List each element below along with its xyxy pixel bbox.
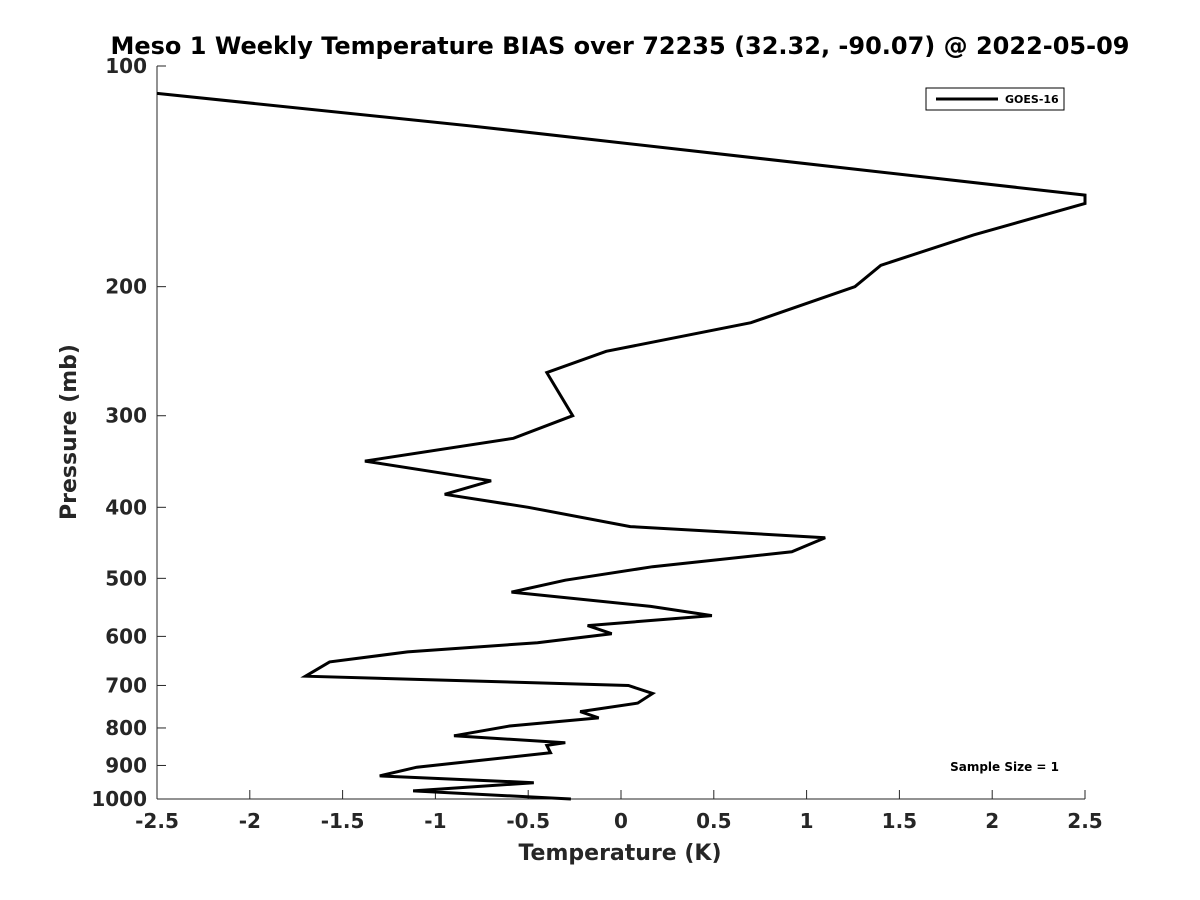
x-tick-label: -2.5 (135, 809, 179, 833)
y-tick-label: 400 (105, 495, 147, 519)
x-tick-label: 0 (614, 809, 628, 833)
y-tick-label: 900 (105, 753, 147, 777)
legend-label-goes-16: GOES-16 (1005, 93, 1059, 106)
x-tick-label: -0.5 (506, 809, 550, 833)
x-tick-label: -1.5 (321, 809, 365, 833)
x-tick-label: 2 (985, 809, 999, 833)
x-axis-label: Temperature (K) (518, 841, 721, 866)
plot-area: -2.5 -2 -1.5 -1 -0.5 0 0.5 1 1.5 2 2.5 100 200 300 400… (91, 54, 1102, 833)
sample-size-annotation: Sample Size = 1 (950, 760, 1059, 774)
y-axis-label: Pressure (mb) (57, 344, 82, 520)
x-tick-label: 2.5 (1067, 809, 1102, 833)
series-line-goes-16 (156, 91, 1087, 801)
x-tick-label: -2 (239, 809, 261, 833)
y-tick-label: 800 (105, 716, 147, 740)
y-tick-label: 300 (105, 404, 147, 428)
x-tick-label: 1.5 (882, 809, 917, 833)
y-tick-label: 1000 (91, 787, 147, 811)
y-tick-label: 200 (105, 275, 147, 299)
x-tick-label: -1 (424, 809, 446, 833)
y-tick-label: 100 (105, 54, 147, 78)
chart-title: Meso 1 Weekly Temperature BIAS over 7223… (110, 32, 1129, 60)
legend: GOES-16 (925, 87, 1065, 111)
x-tick-label: 1 (800, 809, 814, 833)
y-tick-label: 600 (105, 624, 147, 648)
y-tick-label: 700 (105, 673, 147, 697)
y-tick-label: 500 (105, 566, 147, 590)
x-tick-label: 0.5 (696, 809, 731, 833)
